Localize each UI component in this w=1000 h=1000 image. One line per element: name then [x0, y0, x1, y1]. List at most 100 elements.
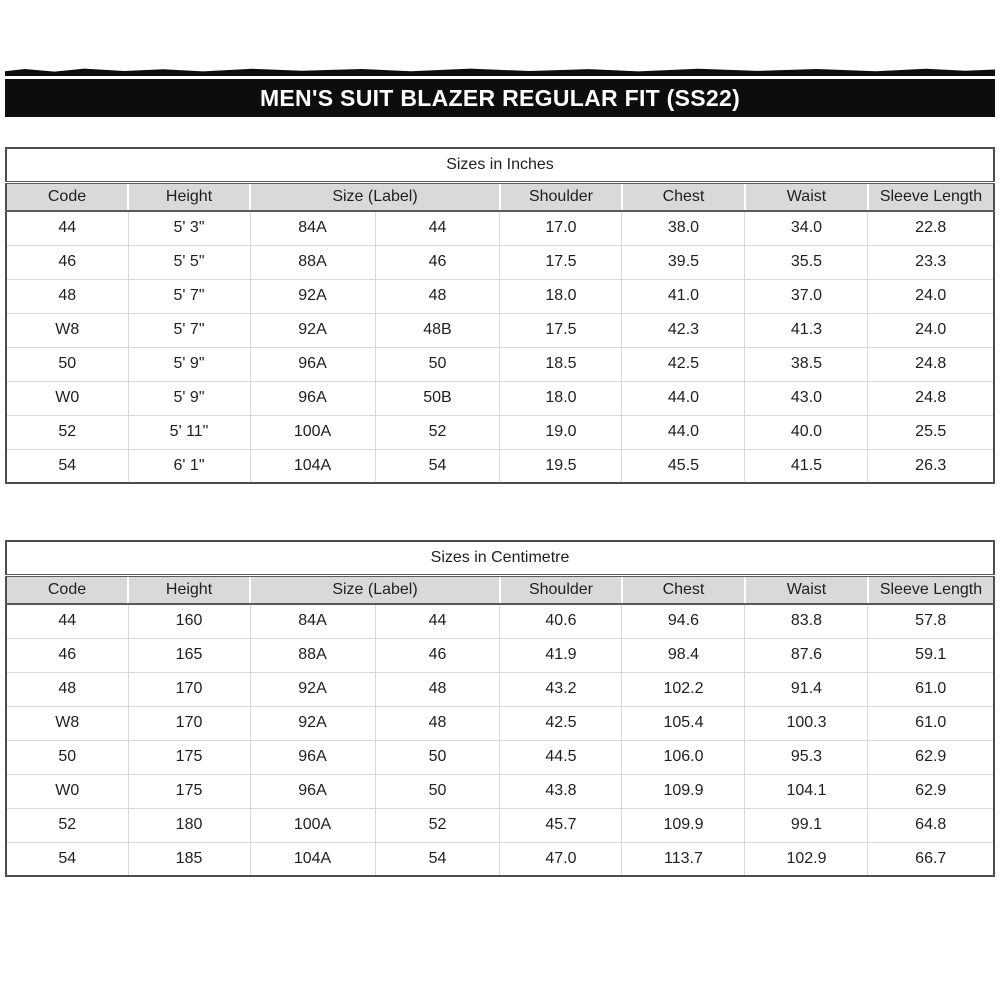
- table-cell: 5' 11": [127, 414, 251, 449]
- table-cell: 46: [6, 637, 129, 672]
- column-header-sleeve-length: Sleeve Length: [866, 575, 994, 605]
- table-cell: 35.5: [744, 244, 868, 279]
- table-cell: 52: [6, 807, 129, 842]
- table-cell: 105.4: [621, 705, 745, 740]
- table-row: W0 5' 9" 96A 50B 18.0 44.0 43.0 24.8: [6, 380, 994, 415]
- table-cell: 50: [6, 739, 129, 774]
- column-header-size-label: Size (Label): [249, 575, 500, 605]
- table-cell: 185: [127, 841, 251, 876]
- table-cell: 92A: [249, 312, 375, 347]
- table-cell: 47.0: [499, 841, 622, 876]
- table-cell: 50: [6, 346, 129, 381]
- table-cell: 38.0: [621, 211, 745, 245]
- table-cell: 102.2: [621, 671, 745, 706]
- sizes-in-inches-table: Sizes in Inches Code Height Size (Label)…: [5, 147, 995, 484]
- table-row: 48 5' 7" 92A 48 18.0 41.0 37.0 24.0: [6, 278, 994, 313]
- table-row: 54 6' 1" 104A 54 19.5 45.5 41.5 26.3: [6, 448, 994, 483]
- table-cell: 44: [58, 612, 77, 630]
- table-cell: 37.0: [744, 278, 868, 313]
- table-cell: 96A: [249, 739, 375, 774]
- table-cell: 5' 9": [127, 380, 251, 415]
- table-cell: 54: [374, 841, 500, 876]
- table-row: 52 180 100A 52 45.7 109.9 99.1 64.8: [6, 807, 994, 842]
- table-row: 54 185 104A 54 47.0 113.7 102.9 66.7: [6, 841, 994, 876]
- table-title: Sizes in Centimetre: [6, 541, 994, 577]
- column-header-chest: Chest: [620, 575, 745, 605]
- table-row: W0 175 96A 50 43.8 109.9 104.1 62.9: [6, 773, 994, 808]
- table-cell: 48: [374, 705, 500, 740]
- table-cell: 46: [374, 244, 500, 279]
- table-cell: 17.5: [499, 244, 622, 279]
- column-header-waist: Waist: [743, 182, 868, 212]
- table-cell: 24.0: [867, 278, 994, 313]
- table-cell: 46: [6, 244, 129, 279]
- table-cell: 84A: [249, 211, 375, 245]
- table-cell: 19.0: [499, 414, 622, 449]
- table-cell: 62.9: [867, 773, 994, 808]
- table-title: Sizes in Inches: [6, 148, 994, 184]
- table-cell: 48B: [374, 312, 500, 347]
- table-cell: 104A: [249, 841, 375, 876]
- table-cell: 61.0: [867, 705, 994, 740]
- table-cell: 52: [374, 414, 500, 449]
- table-cell: 40.0: [744, 414, 868, 449]
- table-cell: 99.1: [744, 807, 868, 842]
- table-cell: 52: [374, 807, 500, 842]
- table-cell: 106.0: [621, 739, 745, 774]
- table-cell: 92A: [249, 671, 375, 706]
- column-header-chest: Chest: [620, 182, 745, 212]
- table-cell: 96A: [249, 346, 375, 381]
- table-cell: 52: [6, 414, 129, 449]
- table-cell: 18.5: [499, 346, 622, 381]
- table-cell: 40.6: [499, 604, 622, 638]
- table-cell: 100A: [249, 414, 375, 449]
- column-header-sleeve-length: Sleeve Length: [866, 182, 994, 212]
- table-cell: 100.3: [744, 705, 868, 740]
- table-header-row: Code Height Size (Label) Shoulder Chest …: [6, 182, 994, 212]
- table-cell: 26.3: [867, 448, 994, 483]
- table-cell: 61.0: [867, 671, 994, 706]
- table-cell: 18.0: [499, 278, 622, 313]
- table-title-row: Sizes in Centimetre: [6, 541, 994, 577]
- table-row: 48 170 92A 48 43.2 102.2 91.4 61.0: [6, 671, 994, 706]
- table-cell: 6' 1": [127, 448, 251, 483]
- table-cell: 180: [127, 807, 251, 842]
- table-cell: W0: [6, 773, 129, 808]
- table-cell: 18.0: [499, 380, 622, 415]
- table-row: 46 5' 5" 88A 46 17.5 39.5 35.5 23.3: [6, 244, 994, 279]
- table-cell: 109.9: [621, 773, 745, 808]
- table-cell: 59.1: [867, 637, 994, 672]
- table-cell: 42.5: [621, 346, 745, 381]
- table-cell: 46: [374, 637, 500, 672]
- table-cell: 66.7: [867, 841, 994, 876]
- table-cell: 19.5: [499, 448, 622, 483]
- table-cell: 5' 7": [127, 278, 251, 313]
- table-cell: 54: [374, 448, 500, 483]
- table-cell: 24.0: [867, 312, 994, 347]
- table-cell: 88A: [249, 244, 375, 279]
- table-cell: W0: [6, 380, 129, 415]
- table-cell: 48: [374, 671, 500, 706]
- table-cell: 45.5: [621, 448, 745, 483]
- table-cell: 92A: [249, 278, 375, 313]
- table-cell: 25.5: [867, 414, 994, 449]
- table-cell: 24.8: [867, 346, 994, 381]
- table-cell: 41.5: [744, 448, 868, 483]
- table-cell: 44.0: [621, 380, 745, 415]
- table-cell: 5' 7": [127, 312, 251, 347]
- table-cell: 17.5: [499, 312, 622, 347]
- table-cell: 64.8: [867, 807, 994, 842]
- table-cell: 5' 5": [127, 244, 251, 279]
- table-cell: 17.0: [499, 211, 622, 245]
- table-cell: 38.5: [744, 346, 868, 381]
- banner-ragged-strip: [5, 68, 995, 76]
- table-cell: 24.8: [867, 380, 994, 415]
- table-row: 50 5' 9" 96A 50 18.5 42.5 38.5 24.8: [6, 346, 994, 381]
- title-banner: MEN'S SUIT BLAZER REGULAR FIT (SS22): [5, 68, 995, 117]
- table-row: 50 175 96A 50 44.5 106.0 95.3 62.9: [6, 739, 994, 774]
- table-cell: 96A: [249, 773, 375, 808]
- table-cell: 23.3: [867, 244, 994, 279]
- table-cell: 5' 9": [127, 346, 251, 381]
- column-header-waist: Waist: [743, 575, 868, 605]
- table-cell: W8: [6, 705, 129, 740]
